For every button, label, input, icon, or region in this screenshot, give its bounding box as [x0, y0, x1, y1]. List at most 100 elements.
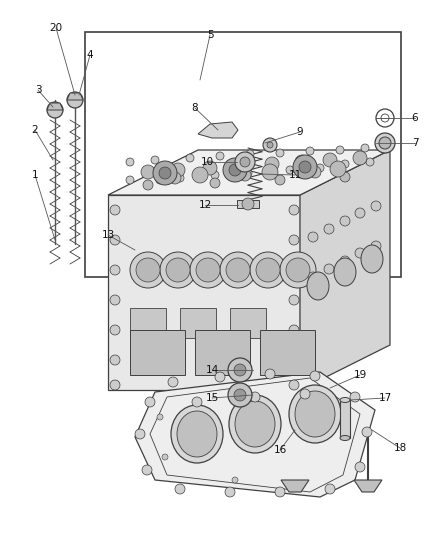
Bar: [180, 308, 216, 338]
Circle shape: [166, 258, 190, 282]
Ellipse shape: [340, 435, 350, 440]
Circle shape: [265, 157, 279, 171]
Circle shape: [159, 167, 171, 179]
Circle shape: [156, 176, 164, 184]
Circle shape: [136, 258, 160, 282]
Circle shape: [289, 295, 299, 305]
Bar: [195, 330, 250, 375]
Circle shape: [232, 477, 238, 483]
Circle shape: [316, 164, 324, 172]
Circle shape: [190, 252, 226, 288]
Text: 19: 19: [353, 370, 367, 380]
Polygon shape: [108, 195, 300, 390]
Circle shape: [223, 158, 247, 182]
Circle shape: [299, 161, 311, 173]
Circle shape: [47, 102, 63, 118]
Circle shape: [366, 158, 374, 166]
Circle shape: [141, 165, 155, 179]
Circle shape: [226, 258, 250, 282]
Circle shape: [157, 414, 163, 420]
Circle shape: [330, 161, 346, 177]
Circle shape: [324, 264, 334, 274]
Text: 12: 12: [198, 200, 212, 210]
Circle shape: [323, 153, 337, 167]
Bar: [230, 308, 266, 338]
Circle shape: [240, 157, 250, 167]
Circle shape: [216, 152, 224, 160]
Circle shape: [228, 383, 252, 407]
Ellipse shape: [334, 258, 356, 286]
Bar: [237, 200, 259, 208]
Circle shape: [341, 160, 349, 168]
Bar: [85, 32, 401, 277]
Circle shape: [293, 155, 317, 179]
Circle shape: [289, 235, 299, 245]
Ellipse shape: [171, 405, 223, 463]
Ellipse shape: [361, 245, 383, 273]
Circle shape: [225, 487, 235, 497]
Circle shape: [289, 380, 299, 390]
Circle shape: [175, 484, 185, 494]
Polygon shape: [47, 103, 63, 110]
Ellipse shape: [307, 272, 329, 300]
Circle shape: [289, 265, 299, 275]
Circle shape: [325, 484, 335, 494]
Text: 1: 1: [32, 170, 38, 180]
Circle shape: [234, 389, 246, 401]
Circle shape: [275, 175, 285, 185]
Circle shape: [355, 248, 365, 258]
Text: 15: 15: [205, 393, 219, 403]
Text: 9: 9: [297, 127, 303, 137]
Text: 6: 6: [412, 113, 418, 123]
Text: 14: 14: [205, 365, 219, 375]
Circle shape: [256, 258, 280, 282]
Circle shape: [192, 397, 202, 407]
Circle shape: [203, 161, 217, 175]
Circle shape: [186, 154, 194, 162]
Text: 8: 8: [192, 103, 198, 113]
Circle shape: [361, 144, 369, 152]
Circle shape: [262, 164, 278, 180]
Circle shape: [289, 355, 299, 365]
Circle shape: [210, 178, 220, 188]
Circle shape: [67, 92, 83, 108]
Text: 3: 3: [35, 85, 41, 95]
Circle shape: [308, 272, 318, 282]
Circle shape: [280, 252, 316, 288]
Text: 7: 7: [412, 138, 418, 148]
Circle shape: [275, 487, 285, 497]
Text: 4: 4: [87, 50, 93, 60]
Circle shape: [379, 137, 391, 149]
Circle shape: [168, 377, 178, 387]
Text: 17: 17: [378, 393, 392, 403]
Ellipse shape: [340, 398, 350, 402]
Text: 11: 11: [288, 170, 302, 180]
Circle shape: [143, 180, 153, 190]
Circle shape: [263, 138, 277, 152]
Circle shape: [162, 454, 168, 460]
Circle shape: [246, 150, 254, 158]
Ellipse shape: [235, 401, 275, 447]
Circle shape: [353, 151, 367, 165]
Polygon shape: [354, 480, 382, 492]
Text: 16: 16: [273, 445, 286, 455]
Text: 13: 13: [101, 230, 115, 240]
Circle shape: [135, 429, 145, 439]
Circle shape: [220, 252, 256, 288]
Circle shape: [309, 166, 321, 178]
Circle shape: [145, 397, 155, 407]
Circle shape: [142, 465, 152, 475]
Circle shape: [286, 166, 294, 174]
Circle shape: [244, 169, 252, 177]
Circle shape: [196, 258, 220, 282]
Polygon shape: [67, 93, 83, 100]
Circle shape: [110, 295, 120, 305]
Text: 5: 5: [207, 30, 213, 40]
Circle shape: [215, 372, 225, 382]
Ellipse shape: [289, 385, 341, 443]
Circle shape: [235, 159, 249, 173]
Text: 2: 2: [32, 125, 38, 135]
Circle shape: [192, 167, 208, 183]
Circle shape: [355, 208, 365, 218]
Circle shape: [289, 205, 299, 215]
